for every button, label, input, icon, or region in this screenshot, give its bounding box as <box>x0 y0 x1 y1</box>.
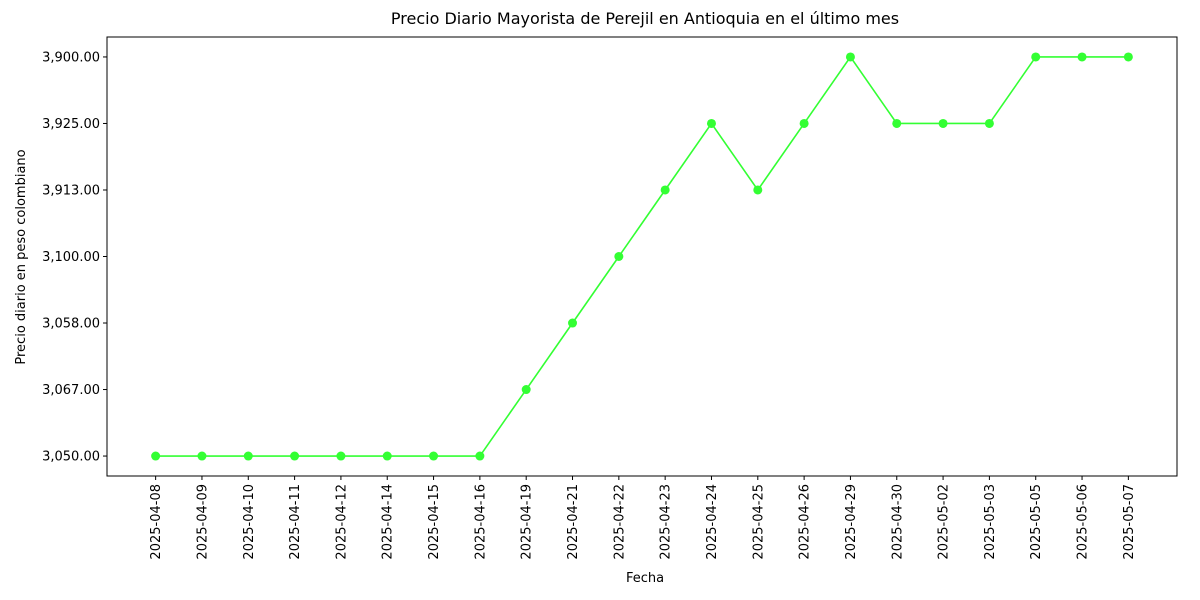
point <box>706 118 716 128</box>
point <box>429 451 439 461</box>
point <box>151 451 161 461</box>
x-tick-label: 2025-05-03 <box>983 484 998 560</box>
chart-title: Precio Diario Mayorista de Perejil en An… <box>391 9 899 28</box>
x-axis-label: Fecha <box>626 571 664 586</box>
point <box>1077 52 1087 62</box>
point <box>614 252 624 261</box>
plot-frame <box>106 36 1178 477</box>
x-tick-label: 2025-04-11 <box>288 484 303 560</box>
point <box>1123 52 1133 62</box>
line <box>155 55 1129 457</box>
point <box>799 118 809 128</box>
y-axis-label: Precio diario en peso colombiano <box>14 149 29 364</box>
point <box>753 185 763 195</box>
point <box>984 118 994 128</box>
y-tick-label: 3,900.00 <box>42 50 100 65</box>
x-tick-label: 2025-04-22 <box>612 484 627 560</box>
x-tick-label: 2025-04-26 <box>798 484 813 560</box>
x-tick-label: 2025-04-10 <box>242 484 257 560</box>
x-tick-label: 2025-04-30 <box>890 484 905 560</box>
x-tick-label: 2025-04-15 <box>427 484 442 560</box>
point <box>892 118 902 128</box>
point <box>290 451 300 461</box>
x-tick-label: 2025-05-06 <box>1076 484 1091 560</box>
point <box>243 451 253 461</box>
point <box>336 451 346 461</box>
y-tick-label: 3,058.00 <box>42 317 100 332</box>
point <box>475 451 485 461</box>
x-tick-label: 2025-04-16 <box>473 484 488 560</box>
x-tick-label: 2025-04-09 <box>195 484 210 560</box>
x-tick-label: 2025-04-24 <box>705 484 720 560</box>
x-tick-label: 2025-05-07 <box>1122 484 1137 560</box>
x-tick-label: 2025-04-23 <box>659 484 674 560</box>
point <box>938 118 948 128</box>
point <box>568 318 578 328</box>
y-tick-label: 3,100.00 <box>42 250 100 265</box>
x-tick-label: 2025-04-19 <box>520 484 535 560</box>
point <box>382 451 392 461</box>
point <box>660 185 670 195</box>
point <box>197 451 207 461</box>
y-tick-label: 3,050.00 <box>42 450 100 465</box>
x-tick-label: 2025-05-05 <box>1029 484 1044 560</box>
x-tick-label: 2025-04-12 <box>334 484 349 560</box>
x-tick-label: 2025-04-21 <box>566 484 581 560</box>
point <box>1031 52 1041 62</box>
x-tick-label: 2025-04-08 <box>149 484 164 560</box>
y-tick-label: 3,913.00 <box>42 183 100 198</box>
x-tick-label: 2025-04-29 <box>844 484 859 560</box>
x-tick-label: 2025-04-14 <box>381 484 396 560</box>
point <box>845 52 855 62</box>
x-tick-label: 2025-05-02 <box>937 484 952 560</box>
point <box>521 385 531 395</box>
y-tick-label: 3,925.00 <box>42 117 100 132</box>
x-tick-label: 2025-04-25 <box>751 484 766 560</box>
y-tick-label: 3,067.00 <box>42 383 100 398</box>
